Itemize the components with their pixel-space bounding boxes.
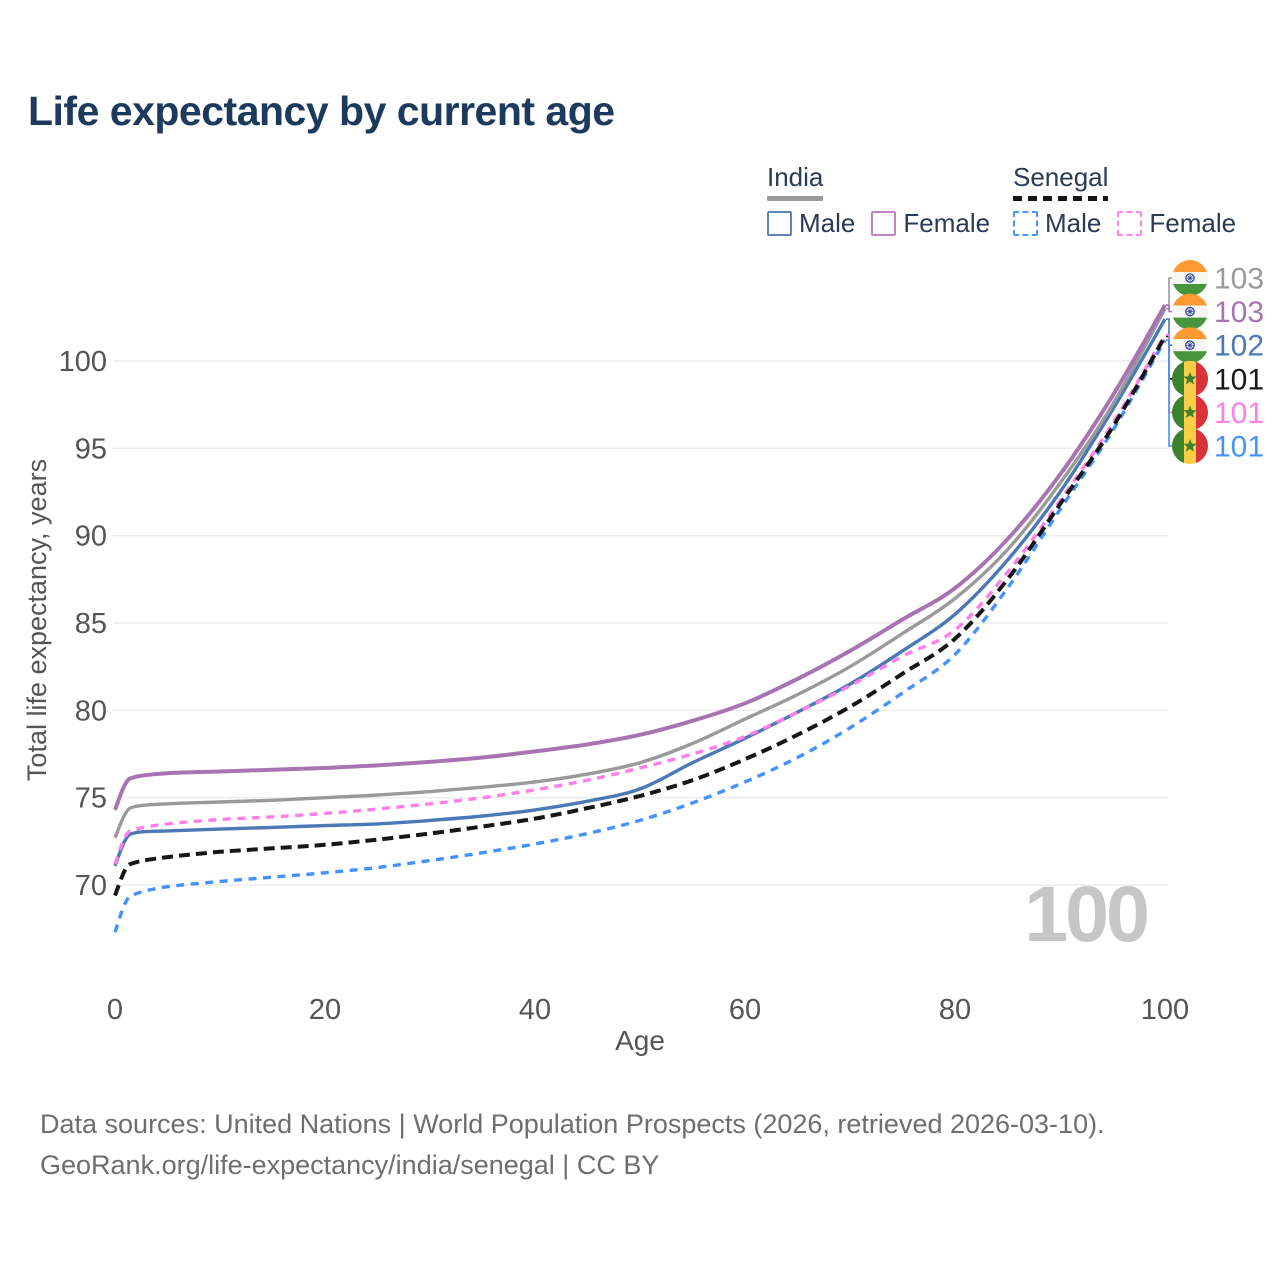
- legend-group-senegal: Senegal Male Female: [1013, 162, 1252, 239]
- end-value-label-senegal-male: 101: [1214, 431, 1264, 464]
- y-tick-label: 100: [59, 346, 107, 378]
- senegal-flag-icon: [1172, 394, 1208, 431]
- legend-label-india-male[interactable]: Male: [799, 208, 856, 238]
- senegal-flag-icon: [1172, 428, 1208, 464]
- leader-line-india-all: [1166, 277, 1172, 310]
- age-watermark: 100: [1024, 869, 1147, 958]
- end-value-label-india-all: 103: [1214, 263, 1264, 296]
- senegal-flag-icon: [1172, 360, 1208, 397]
- footer-attribution: GeoRank.org/life-expectancy/india/senega…: [40, 1150, 660, 1180]
- x-tick-label: 80: [939, 994, 971, 1026]
- x-tick-label: 100: [1141, 994, 1189, 1026]
- series-line-senegal-female[interactable]: [113, 333, 1167, 865]
- legend-swatch-india-male[interactable]: [767, 211, 792, 236]
- series-line-senegal-male[interactable]: [113, 339, 1167, 933]
- y-tick-label: 90: [75, 521, 107, 553]
- leader-line-india-female: [1166, 304, 1172, 313]
- x-tick-label: 20: [309, 994, 341, 1026]
- y-tick-label: 70: [75, 870, 107, 902]
- leader-line-india-male: [1166, 318, 1172, 347]
- y-axis-title: Total life expectancy, years: [22, 459, 52, 781]
- legend-senegal-header[interactable]: Senegal: [1013, 162, 1109, 201]
- x-tick-label: 60: [729, 994, 761, 1026]
- end-value-label-india-male: 102: [1214, 330, 1264, 363]
- india-solid-line-swatch: [767, 196, 824, 201]
- footer: Data sources: United Nations | World Pop…: [40, 1104, 1105, 1186]
- legend-india-header[interactable]: India: [767, 162, 824, 201]
- legend-label-india-female[interactable]: Female: [903, 208, 991, 238]
- y-tick-label: 85: [75, 608, 107, 640]
- legend-swatch-senegal-male[interactable]: [1013, 211, 1038, 236]
- page-title: Life expectancy by current age: [28, 88, 615, 134]
- series-line-india-female[interactable]: [113, 304, 1167, 811]
- legend-label-senegal-female[interactable]: Female: [1149, 208, 1237, 238]
- y-tick-label: 80: [75, 695, 107, 727]
- y-tick-label: 95: [75, 433, 107, 465]
- legend-swatch-india-female[interactable]: [871, 211, 897, 236]
- end-value-label-india-female: 103: [1214, 296, 1264, 329]
- footer-sources: Data sources: United Nations | World Pop…: [40, 1109, 1105, 1139]
- india-flag-icon: [1172, 293, 1208, 330]
- x-tick-label: 40: [519, 994, 551, 1026]
- end-value-label-senegal-female: 101: [1214, 397, 1264, 430]
- legend-group-india: India Male Female: [767, 162, 1006, 239]
- y-tick-label: 75: [75, 783, 107, 815]
- senegal-dashed-line-swatch: [1013, 196, 1109, 201]
- leader-line-senegal-male: [1166, 339, 1172, 447]
- x-tick-label: 0: [107, 994, 123, 1026]
- legend-swatch-senegal-female[interactable]: [1117, 211, 1143, 236]
- legend-senegal-title: Senegal: [1013, 162, 1109, 192]
- x-axis-title: Age: [615, 1025, 665, 1056]
- series-line-india-all[interactable]: [113, 307, 1167, 839]
- series-line-india-male[interactable]: [113, 318, 1167, 867]
- series-line-senegal-all[interactable]: [113, 335, 1167, 897]
- legend-india-title: India: [767, 162, 824, 192]
- india-flag-icon: [1172, 260, 1208, 296]
- india-flag-icon: [1172, 327, 1208, 364]
- end-value-label-senegal-all: 101: [1214, 363, 1264, 396]
- legend-label-senegal-male[interactable]: Male: [1045, 208, 1102, 238]
